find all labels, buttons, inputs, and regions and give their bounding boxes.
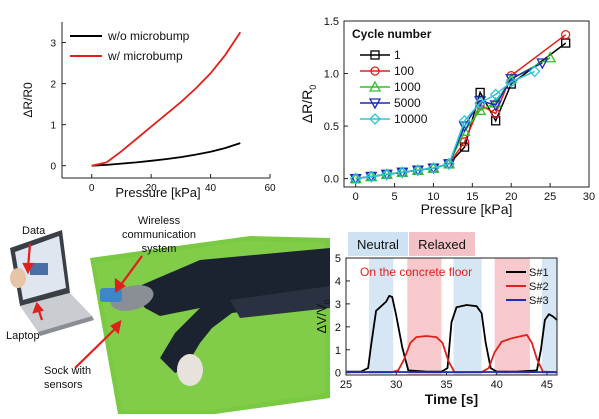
y-tick-label: 2 bbox=[335, 322, 341, 334]
y-axis-label: ΔV/V0 bbox=[314, 299, 332, 334]
legend-label-0: 1 bbox=[394, 48, 401, 62]
x-axis-label: Time [s] bbox=[425, 391, 478, 407]
x-axis-label: Pressure [kPa] bbox=[115, 185, 200, 200]
y-tick-label: 3 bbox=[335, 299, 341, 311]
x-tick-label: 25 bbox=[340, 379, 352, 391]
label-laptop: Laptop bbox=[6, 330, 40, 342]
region-relaxed bbox=[495, 258, 530, 375]
y-tick-label: 4 bbox=[335, 276, 341, 288]
x-axis-label: Pressure [kPa] bbox=[421, 201, 513, 217]
series-line-0 bbox=[356, 43, 566, 179]
series-group-3 bbox=[351, 59, 548, 184]
x-tick-label: 5 bbox=[391, 191, 397, 203]
x-tick-label: 60 bbox=[264, 183, 276, 194]
x-tick-label: 35 bbox=[440, 379, 452, 391]
series-group-0 bbox=[352, 39, 570, 183]
x-tick-label: 30 bbox=[583, 191, 595, 203]
plot-frame bbox=[344, 21, 589, 187]
legend-label-1: S#2 bbox=[529, 281, 549, 293]
y-tick-label: 0 bbox=[50, 162, 56, 173]
x-tick-label: 40 bbox=[205, 183, 217, 194]
y-axis-label: ΔR/R0 bbox=[299, 85, 318, 123]
series-group-1 bbox=[352, 31, 570, 183]
legend-label-4: 10000 bbox=[394, 112, 428, 126]
label-wireless: Wireless communication system bbox=[114, 214, 204, 256]
y-tick-label: 0.5 bbox=[324, 121, 339, 133]
legend-label-0: S#1 bbox=[529, 267, 549, 279]
experiment-photo: Data Wireless communication system Lapto… bbox=[0, 208, 330, 414]
legend-label-2: 1000 bbox=[394, 80, 421, 94]
relaxed-header-label: Relaxed bbox=[418, 237, 466, 252]
legend-label-1: w/ microbump bbox=[107, 49, 183, 63]
x-tick-label: 25 bbox=[544, 191, 556, 203]
legend-title: Cycle number bbox=[352, 27, 432, 41]
series-line-0 bbox=[92, 143, 241, 166]
label-data: Data bbox=[22, 225, 45, 237]
legend-label-0: w/o microbump bbox=[107, 29, 190, 43]
legend-label-3: 5000 bbox=[394, 96, 421, 110]
y-tick-label: 0.0 bbox=[324, 174, 339, 186]
y-tick-label: 5 bbox=[335, 253, 341, 265]
x-tick-label: 40 bbox=[491, 379, 503, 391]
y-tick-label: 1.5 bbox=[324, 16, 339, 28]
label-sock: Sock with sensors bbox=[44, 364, 104, 392]
annotation-label: On the concrete floor bbox=[360, 265, 472, 279]
y-tick-label: 1 bbox=[335, 345, 341, 357]
y-tick-label: 1 bbox=[50, 121, 56, 132]
legend-label-1: 100 bbox=[394, 64, 414, 78]
y-axis-label: ΔR/R0 bbox=[21, 82, 35, 118]
x-tick-label: 45 bbox=[541, 379, 553, 391]
x-tick-label: 30 bbox=[390, 379, 402, 391]
x-tick-label: 0 bbox=[89, 183, 95, 194]
x-tick-label: 0 bbox=[353, 191, 359, 203]
legend-label-2: S#3 bbox=[529, 295, 549, 307]
series-line-1 bbox=[356, 35, 566, 179]
y-tick-label: 1.0 bbox=[324, 69, 339, 81]
y-tick-label: 3 bbox=[50, 39, 56, 50]
y-tick-label: 2 bbox=[50, 80, 56, 91]
neutral-header-label: Neutral bbox=[357, 237, 399, 252]
y-tick-label: 0 bbox=[335, 368, 341, 380]
